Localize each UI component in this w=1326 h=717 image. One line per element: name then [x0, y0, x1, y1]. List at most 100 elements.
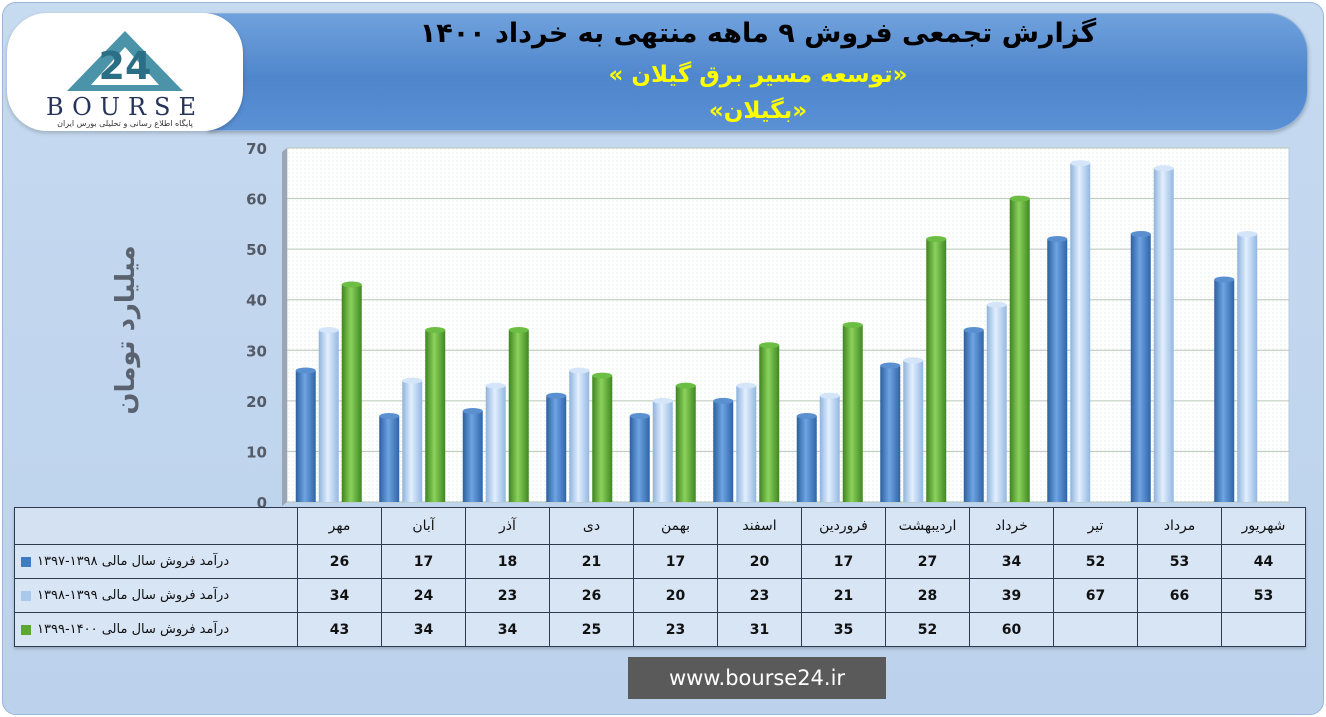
- y-axis-ticks: 0 10 20 30 40 50 60 70: [246, 140, 267, 512]
- bar: [318, 330, 339, 502]
- ticker-symbol: «بگیلان»: [708, 98, 808, 124]
- bar: [1009, 198, 1030, 503]
- bar: [1047, 239, 1068, 502]
- y-tick-label: 50: [246, 241, 267, 259]
- y-tick-label: 70: [246, 140, 267, 158]
- bar: [569, 370, 590, 502]
- bar: [425, 330, 446, 502]
- legend-entry: درآمد فروش سال مالی ۱۴۰۰-۱۳۹۹: [14, 612, 298, 647]
- table-row: درآمد فروش سال مالی ۱۴۰۰-۱۳۹۹ 43 34 34 25 23 3…: [14, 612, 1306, 647]
- bar: [1237, 233, 1258, 502]
- company-name: «توسعه مسیر برق گیلان »: [608, 62, 908, 88]
- bar-cap: [1153, 165, 1174, 172]
- data-label: 17: [381, 544, 466, 579]
- bar: [675, 385, 696, 502]
- y-tick-label: 20: [246, 393, 267, 411]
- bar: [986, 304, 1007, 502]
- chart-title: گزارش تجمعی فروش ۹ ماهه منتهی به خرداد ۱…: [419, 18, 1097, 49]
- plot-side-wall: [282, 148, 287, 506]
- bar-cap: [880, 362, 901, 369]
- bar: [963, 330, 984, 502]
- bar: [713, 400, 734, 502]
- table-header-row: مهر آبان آذر دی بهمن اسفند فروردین اردیبهشت خردا…: [14, 507, 1306, 545]
- bar-cap: [1009, 195, 1030, 202]
- legend-label: درآمد فروش سال مالی ۱۳۹۸-۱۳۹۷: [37, 554, 230, 569]
- bar: [819, 395, 840, 502]
- data-label: 53: [1221, 578, 1306, 613]
- data-label: 23: [465, 578, 550, 613]
- y-tick-label: 10: [246, 443, 267, 461]
- bar: [926, 239, 947, 502]
- data-label: 43: [297, 612, 382, 647]
- bar-cap: [318, 327, 339, 334]
- x-tick-label: خرداد: [969, 507, 1054, 545]
- bar-cap: [1070, 160, 1091, 167]
- x-tick-label: اردیبهشت: [885, 507, 970, 545]
- bar: [295, 370, 316, 502]
- data-label: 23: [717, 578, 802, 613]
- x-tick-label: تیر: [1053, 507, 1138, 545]
- bar-cap: [379, 413, 400, 420]
- data-label: 26: [549, 578, 634, 613]
- data-label: 27: [885, 544, 970, 579]
- bar-cap: [652, 397, 673, 404]
- table-corner-cell: [14, 507, 298, 545]
- logo-tagline: پایگاه اطلاع رسانی و تحلیلی بورس ایران: [57, 119, 193, 128]
- bar-cap: [903, 357, 924, 364]
- bar: [629, 416, 650, 502]
- data-label: 44: [1221, 544, 1306, 579]
- bar-cap: [796, 413, 817, 420]
- bar-cap: [1047, 236, 1068, 243]
- bar-cap: [425, 327, 446, 334]
- x-tick-label: آذر: [465, 507, 550, 545]
- y-tick-label: 60: [246, 191, 267, 209]
- data-label: 20: [717, 544, 802, 579]
- gridlines: [287, 147, 1289, 503]
- legend-entry: درآمد فروش سال مالی ۱۳۹۹-۱۳۹۸: [14, 578, 298, 613]
- bar-cap: [736, 382, 757, 389]
- logo-mark-text: 24: [99, 44, 152, 88]
- bar-cap: [1214, 276, 1235, 283]
- data-label: 24: [381, 578, 466, 613]
- y-tick-label: 40: [246, 292, 267, 310]
- bar-cap: [819, 392, 840, 399]
- legend-swatch: [21, 624, 31, 635]
- bar-cap: [485, 382, 506, 389]
- bar-cap: [592, 372, 613, 379]
- data-label: 18: [465, 544, 550, 579]
- title-banner: گزارش تجمعی فروش ۹ ماهه منتهی به خرداد ۱…: [208, 13, 1308, 131]
- data-label: 67: [1053, 578, 1138, 613]
- data-table: مهر آبان آذر دی بهمن اسفند فروردین اردیبهشت خردا…: [14, 507, 1306, 647]
- bar-cap: [926, 236, 947, 243]
- data-label: 34: [381, 612, 466, 647]
- bar: [379, 416, 400, 502]
- data-label: 53: [1137, 544, 1222, 579]
- table-row: درآمد فروش سال مالی ۱۳۹۹-۱۳۹۸ 34 24 23 26 20 2…: [14, 578, 1306, 613]
- bar: [508, 330, 529, 502]
- x-tick-label: مهر: [297, 507, 382, 545]
- data-label: 21: [549, 544, 634, 579]
- x-tick-label: شهریور: [1221, 507, 1306, 545]
- bar: [402, 380, 423, 502]
- bar: [1070, 163, 1091, 502]
- bar: [1130, 233, 1151, 502]
- bar: [796, 416, 817, 502]
- data-label: 31: [717, 612, 802, 647]
- data-label: 39: [969, 578, 1054, 613]
- legend-swatch: [21, 590, 31, 601]
- data-label: [1053, 612, 1138, 647]
- x-tick-label: مرداد: [1137, 507, 1222, 545]
- logo-wordmark: BOURSE: [45, 93, 204, 121]
- data-label: 28: [885, 578, 970, 613]
- x-tick-label: اسفند: [717, 507, 802, 545]
- bar: [880, 365, 901, 502]
- bar-cap: [462, 407, 483, 414]
- bar: [652, 400, 673, 502]
- x-tick-label: فروردین: [801, 507, 886, 545]
- y-tick-label: 30: [246, 342, 267, 360]
- data-label: 34: [465, 612, 550, 647]
- bar: [736, 385, 757, 502]
- website-url[interactable]: www.bourse24.ir: [628, 657, 886, 699]
- bar-cap: [842, 322, 863, 328]
